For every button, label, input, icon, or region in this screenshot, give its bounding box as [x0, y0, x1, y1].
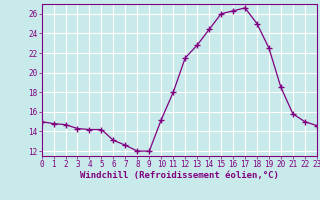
X-axis label: Windchill (Refroidissement éolien,°C): Windchill (Refroidissement éolien,°C) [80, 171, 279, 180]
